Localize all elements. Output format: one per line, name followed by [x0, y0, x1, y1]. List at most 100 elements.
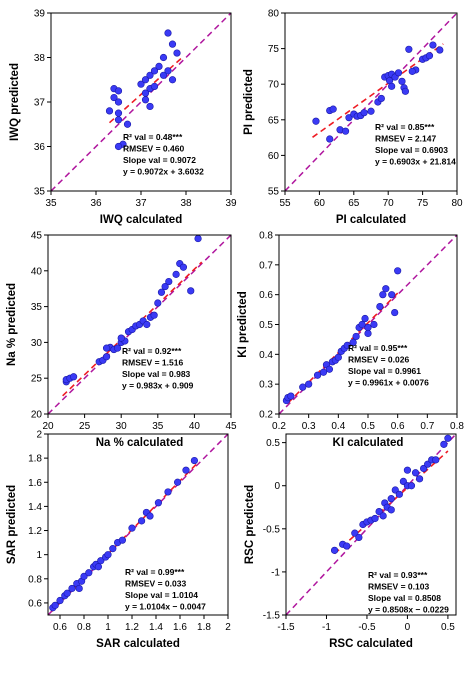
ki-point [305, 380, 313, 388]
sar-y-tick-label: 1 [36, 550, 42, 561]
pi-point [312, 117, 320, 125]
sar-point [118, 536, 126, 544]
pi-stat-annotation: RMSEV = 2.147 [375, 134, 436, 144]
sar-stat-annotation: Slope val = 1.0104 [125, 590, 198, 600]
na-stat-annotation: y = 0.983x + 0.909 [122, 381, 194, 391]
sar-x-tick-label: 1.8 [197, 622, 211, 633]
na-x-tick-label: 20 [42, 421, 54, 432]
sar-point [68, 584, 76, 593]
iwq-y-tick-label: 37 [34, 98, 46, 109]
na-stat-annotation: R² val = 0.92*** [122, 346, 182, 356]
ki-point [361, 314, 369, 323]
na-point [117, 334, 125, 342]
ki-y-tick-label: 0.4 [259, 350, 273, 361]
sar-point [146, 512, 154, 520]
sar-point [138, 517, 146, 525]
iwq-point [146, 71, 154, 79]
pi-point [377, 94, 385, 103]
na-point [179, 263, 188, 271]
rsc-point [355, 533, 363, 542]
na-identity-line [48, 235, 231, 414]
ki-point [388, 291, 396, 299]
ki-point [358, 320, 366, 329]
iwq-y-tick-label: 38 [34, 53, 46, 64]
ki-x-axis-label: KI calculated [333, 437, 404, 449]
rsc-x-tick-label: 0.5 [441, 622, 455, 633]
pi-identity-line [285, 13, 457, 191]
na-point [187, 287, 195, 295]
pi-plot-frame [284, 12, 458, 192]
iwq-point [159, 71, 168, 79]
iwq-point [141, 96, 150, 104]
na-plot-frame [47, 234, 232, 415]
na-y-tick-label: 20 [31, 410, 43, 421]
ki-point [313, 371, 322, 379]
pi-point [394, 69, 403, 77]
ki-y-axis-label: KI predicted [237, 291, 249, 357]
sar-y-tick-label: 1.4 [28, 502, 42, 513]
pi-stat-annotation: R² val = 0.85*** [375, 122, 435, 132]
pi-point [405, 45, 413, 53]
pi-x-tick-label: 60 [314, 198, 326, 209]
na-point [102, 344, 111, 352]
na-point [70, 373, 78, 381]
pi-x-axis-label: PI calculated [336, 214, 406, 226]
na-x-tick-label: 30 [116, 421, 128, 432]
ki-x-tick-label: 0.3 [302, 421, 316, 432]
rsc-point [379, 512, 387, 520]
pi-stat-annotation: Slope val = 0.6903 [375, 145, 448, 155]
iwq-point [114, 116, 123, 124]
na-point [172, 270, 180, 278]
pi-point [341, 127, 350, 135]
sar-stat-annotation: RMSEV = 0.033 [125, 579, 186, 589]
sar-y-tick-label: 1.2 [28, 526, 42, 537]
pi-point [436, 46, 444, 54]
ki-point [376, 303, 384, 311]
iwq-stat-annotation: Slope val = 0.9072 [123, 155, 196, 165]
sar-point [56, 596, 64, 605]
iwq-point [146, 102, 154, 111]
ki-stat-annotation: y = 0.9961x + 0.0076 [348, 378, 429, 388]
sar-point [182, 466, 190, 474]
iwq-point [123, 120, 132, 128]
na-point [102, 353, 111, 361]
ki-x-tick-label: 0.7 [420, 421, 434, 432]
sar-point [109, 545, 117, 553]
na-x-axis-label: Na % calculated [96, 437, 184, 449]
iwq-point [110, 93, 118, 102]
na-x-tick-label: 35 [152, 421, 164, 432]
rsc-y-tick-label: -1.5 [263, 611, 281, 622]
rsc-point [330, 546, 339, 554]
pi-x-tick-label: 55 [279, 198, 291, 209]
rsc-point [403, 466, 412, 474]
sar-y-tick-label: 0.8 [28, 574, 42, 585]
pi-point [388, 82, 396, 90]
pi-y-tick-label: 55 [268, 187, 280, 198]
iwq-point [114, 109, 123, 117]
iwq-x-tick-label: 37 [135, 198, 147, 209]
iwq-point [168, 76, 177, 84]
ki-point [382, 285, 390, 293]
na-panel: 20 25 30 35 40 45 20 25 30 35 40 45 Na % calculated N… [6, 231, 237, 450]
sar-point [94, 563, 102, 571]
ki-point [352, 332, 360, 341]
pi-x-tick-label: 70 [383, 198, 395, 209]
ki-point [349, 338, 357, 347]
na-point [165, 277, 173, 286]
na-stat-annotation: RMSEV = 1.516 [122, 358, 183, 368]
sar-plot-frame [47, 433, 229, 616]
na-point [154, 299, 162, 307]
iwq-point [114, 142, 123, 151]
sar-x-tick-label: 0.8 [77, 622, 91, 633]
na-y-tick-label: 40 [31, 266, 43, 277]
sar-point [174, 478, 182, 486]
pi-panel: 55 60 65 70 75 80 55 60 65 70 75 80 PI calculated PI … [243, 9, 463, 227]
ki-point [299, 383, 307, 391]
iwq-stat-annotation: y = 0.9072x + 3.6032 [123, 167, 204, 177]
pi-y-axis-label: PI predicted [243, 69, 255, 135]
pi-x-tick-label: 80 [451, 198, 463, 209]
sar-stat-annotation: R² val = 0.99*** [125, 567, 185, 577]
iwq-x-tick-label: 35 [45, 198, 57, 209]
pi-point [429, 41, 437, 49]
ki-point [334, 353, 342, 361]
